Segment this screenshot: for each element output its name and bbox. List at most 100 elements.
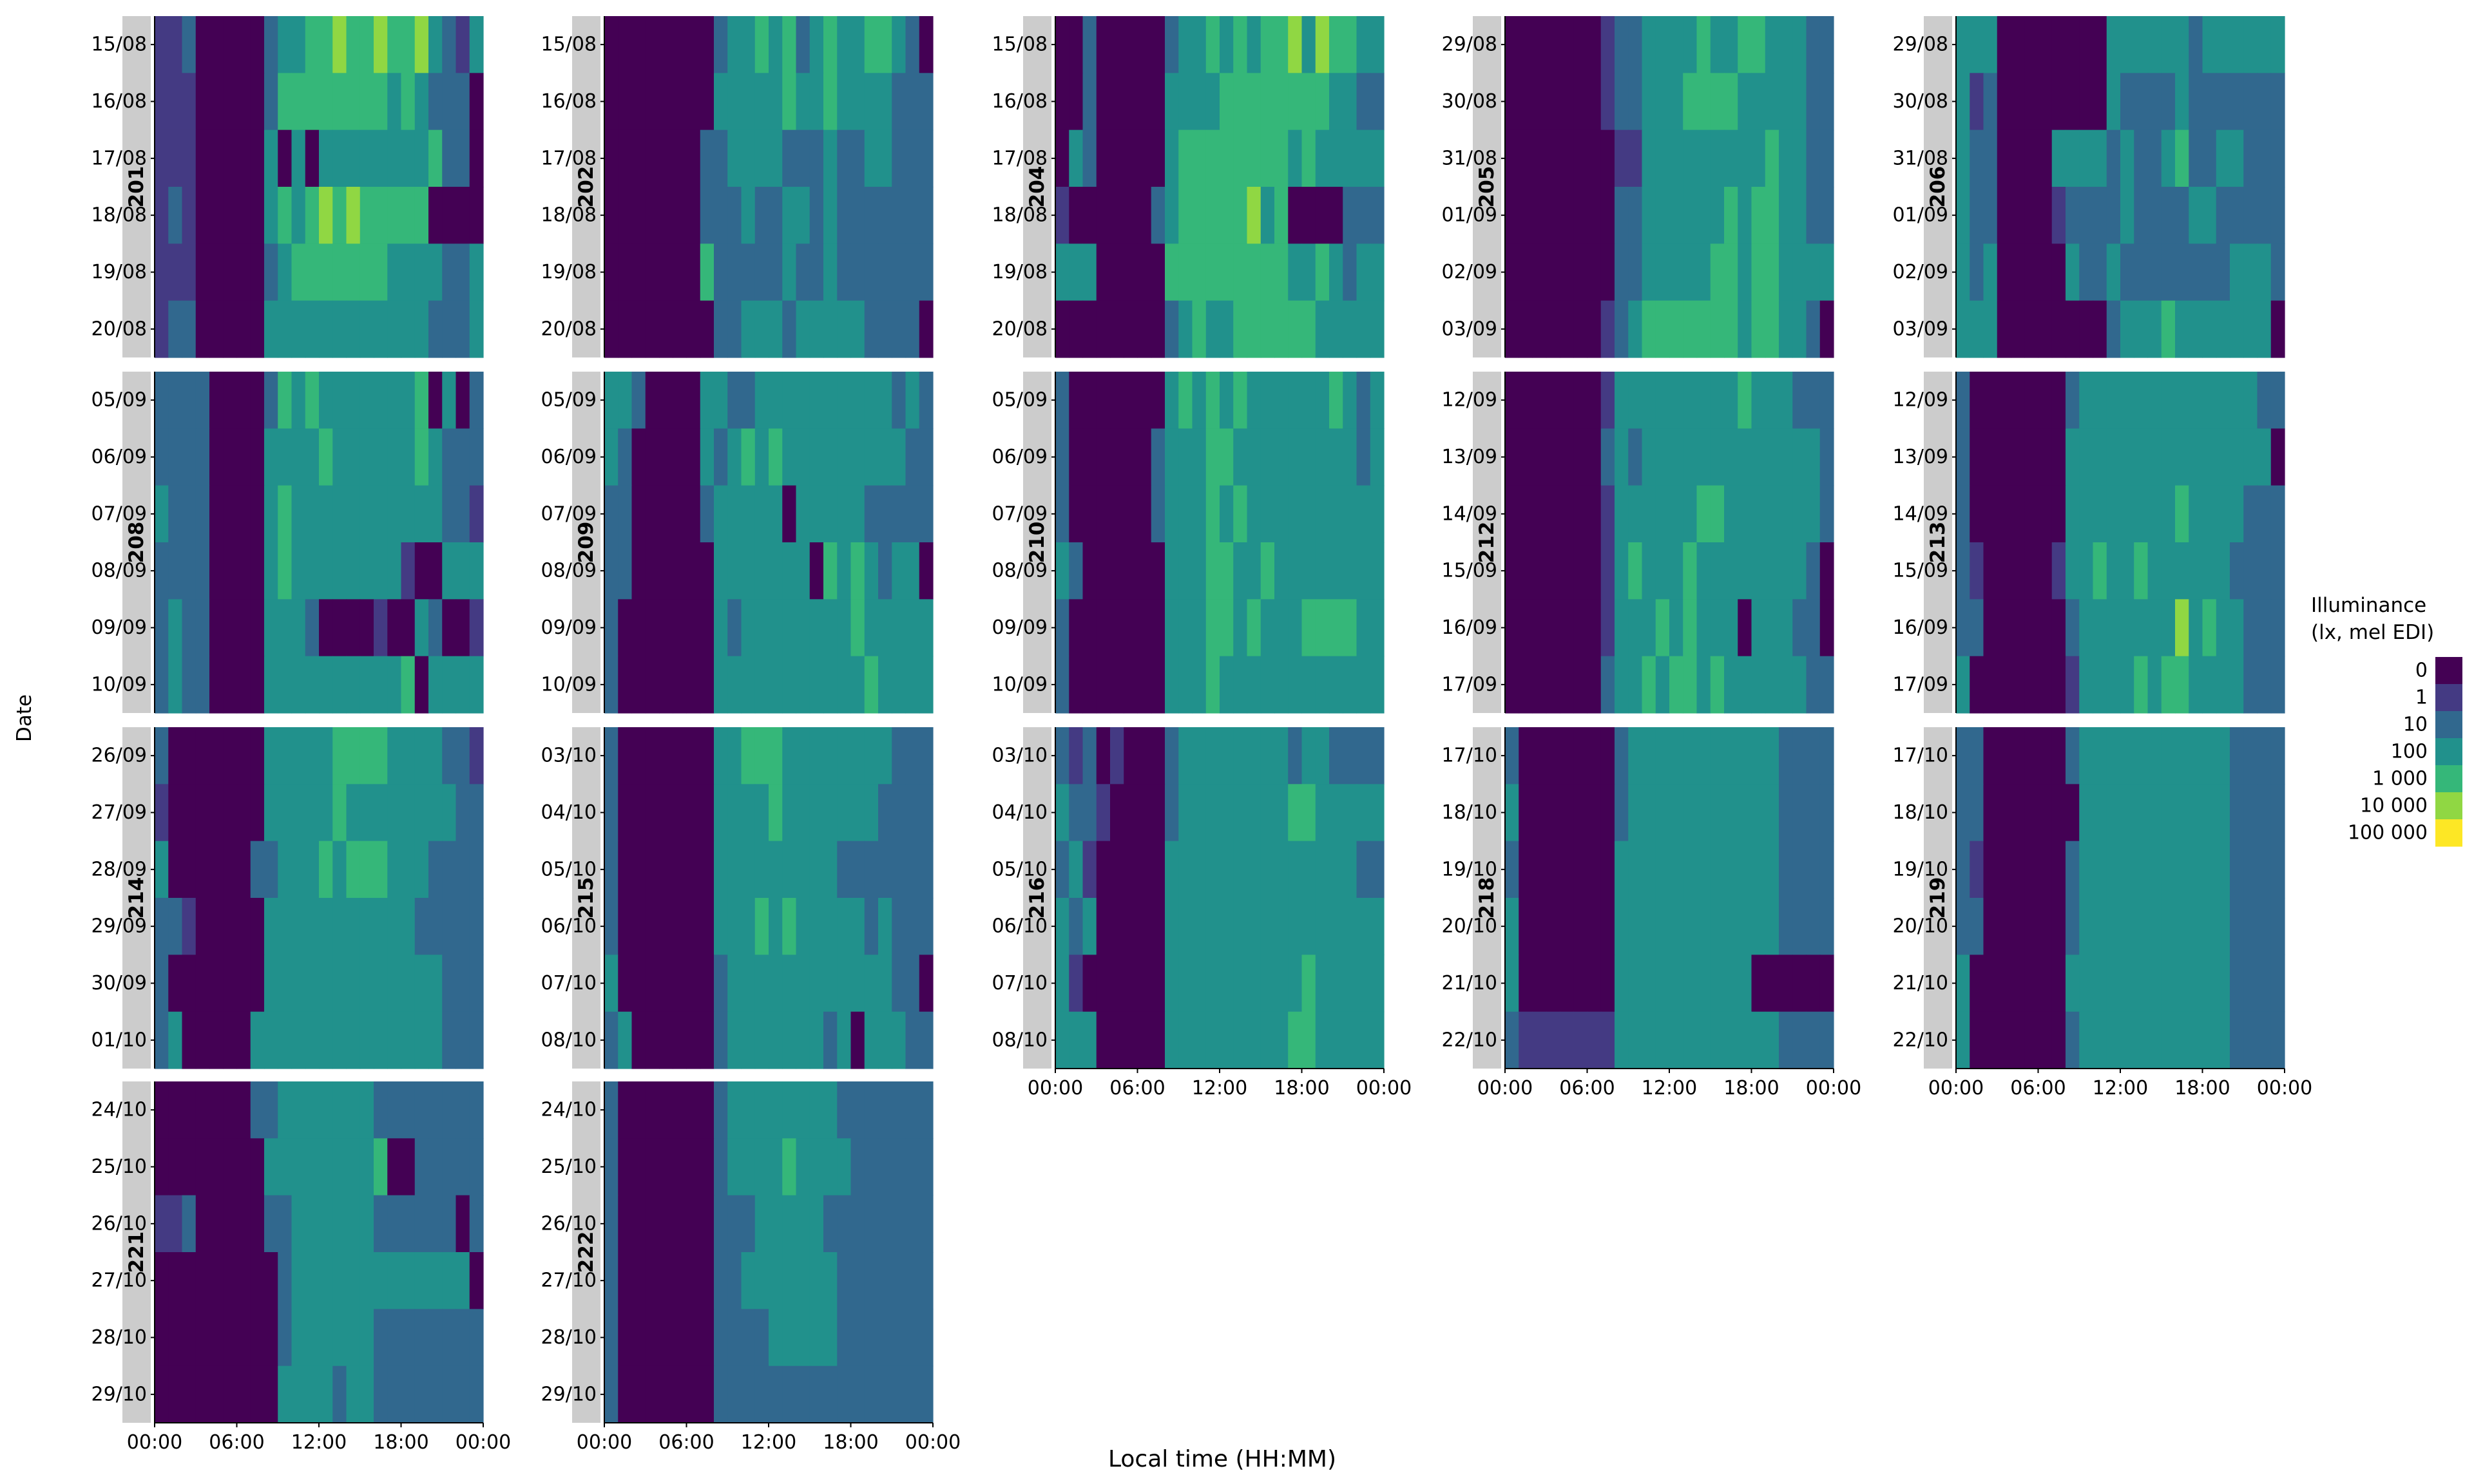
heat-cell: [1110, 784, 1124, 842]
heat-cell: [2120, 428, 2134, 486]
heat-cell: [2024, 485, 2039, 543]
heat-cell: [1301, 656, 1316, 714]
heat-cell: [837, 300, 852, 358]
heat-cell: [1165, 656, 1179, 714]
heat-cell: [1724, 599, 1738, 657]
heat-cell: [2270, 898, 2285, 955]
y-tick-label: 08/10: [992, 1029, 1048, 1051]
heat-cell: [878, 784, 892, 842]
heat-cell: [168, 727, 183, 785]
heat-cell: [1233, 1011, 1248, 1069]
heat-cell: [428, 599, 443, 657]
heat-cell: [1792, 428, 1807, 486]
heat-cell: [332, 727, 347, 785]
heat-cell: [2066, 187, 2080, 244]
heat-cell: [360, 784, 374, 842]
heat-cell: [278, 300, 292, 358]
heat-cell: [1082, 372, 1097, 429]
heat-cell: [2230, 485, 2244, 543]
heat-cell: [864, 485, 879, 543]
heat-cell: [1151, 300, 1165, 358]
heat-cell: [332, 784, 347, 842]
heat-cell: [1792, 485, 1807, 543]
heat-cell: [223, 1138, 238, 1196]
heat-cell: [305, 485, 320, 543]
heat-cell: [741, 542, 756, 600]
heat-cell: [1082, 243, 1097, 301]
heat-cell: [2066, 599, 2080, 657]
heat-cell: [754, 656, 769, 714]
heat-cell: [1329, 898, 1343, 955]
heat-cell: [1192, 656, 1207, 714]
heat-cell: [1587, 485, 1602, 543]
heat-cell: [2051, 187, 2066, 244]
y-tick-label: 08/10: [541, 1029, 597, 1051]
heat-cell: [1356, 428, 1371, 486]
heat-cell: [659, 1365, 673, 1423]
heat-cell: [645, 955, 660, 1013]
heat-cell: [809, 1138, 824, 1196]
heat-cell: [1096, 727, 1111, 785]
heat-cell: [428, 656, 443, 714]
heat-cell: [1587, 129, 1602, 187]
heat-cell: [414, 784, 429, 842]
heat-cell: [1600, 300, 1615, 358]
heat-cell: [2175, 428, 2189, 486]
heat-cell: [1505, 955, 1519, 1013]
heat-cell: [2038, 16, 2053, 73]
heat-cell: [1260, 784, 1275, 842]
heat-cell: [469, 428, 484, 486]
heat-cell: [892, 955, 906, 1013]
heat-cell: [2024, 955, 2039, 1013]
heat-cell: [1165, 129, 1179, 187]
heat-cell: [2243, 727, 2258, 785]
heat-cell: [195, 187, 210, 244]
heat-cell: [209, 428, 224, 486]
heat-cell: [2270, 372, 2285, 429]
heat-cell: [1546, 1011, 1560, 1069]
heat-cell: [2230, 428, 2244, 486]
y-tick-label: 14/09: [1893, 502, 1948, 525]
heat-cell: [223, 599, 238, 657]
heat-cell: [659, 243, 673, 301]
heat-cell: [2270, 727, 2285, 785]
heat-cell: [837, 428, 852, 486]
heat-cell: [782, 1195, 797, 1253]
heat-cell: [387, 784, 402, 842]
heat-cell: [604, 485, 618, 543]
heat-cell: [332, 1365, 347, 1423]
heat-cell: [1288, 955, 1303, 1013]
heat-cell: [346, 243, 361, 301]
heat-cell: [1096, 300, 1111, 358]
heat-cell: [850, 841, 865, 899]
heat-cell: [2024, 841, 2039, 899]
heat-cell: [618, 187, 633, 244]
heat-cell: [1178, 372, 1193, 429]
heat-cell: [2024, 656, 2039, 714]
heat-cell: [1315, 784, 1330, 842]
heat-cell: [878, 485, 892, 543]
heat-cell: [1370, 898, 1385, 955]
heat-cell: [442, 955, 457, 1013]
heat-cell: [686, 300, 701, 358]
heat-cell: [837, 1081, 852, 1139]
heat-cell: [1779, 16, 1793, 73]
heat-cell: [455, 1081, 470, 1139]
heat-cell: [1806, 727, 1821, 785]
heat-cell: [2216, 428, 2230, 486]
heat-cell: [2175, 372, 2189, 429]
heat-cell: [387, 1138, 402, 1196]
heat-cell: [1546, 372, 1560, 429]
heat-cell: [673, 599, 687, 657]
heat-cell: [2024, 129, 2039, 187]
y-tick-label: 10/09: [992, 673, 1048, 696]
heat-cell: [1192, 784, 1207, 842]
heat-cell: [1956, 656, 1970, 714]
heat-cell: [850, 428, 865, 486]
heat-cell: [2147, 372, 2162, 429]
heat-cell: [741, 898, 756, 955]
heat-cell: [374, 1309, 388, 1367]
heat-cell: [1055, 372, 1069, 429]
heat-cell: [604, 1252, 618, 1309]
heat-cell: [1233, 784, 1248, 842]
